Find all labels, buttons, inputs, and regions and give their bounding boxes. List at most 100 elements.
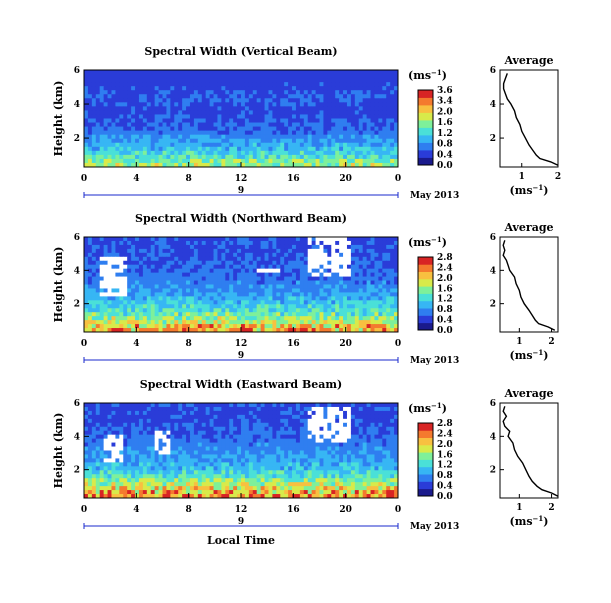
heatmap-cell — [202, 253, 206, 257]
heatmap-cell — [202, 237, 206, 241]
heatmap-cell — [174, 106, 178, 110]
heatmap-cell — [225, 151, 229, 155]
heatmap-cell — [249, 131, 253, 135]
heatmap-cell — [359, 106, 363, 110]
heatmap-cell — [268, 90, 272, 94]
heatmap-cell — [182, 135, 186, 139]
heatmap-cell — [100, 98, 104, 102]
heatmap-cell — [159, 312, 163, 316]
heatmap-cell — [249, 423, 253, 427]
heatmap-cell — [276, 257, 280, 261]
heatmap-cell — [225, 292, 229, 296]
heatmap-cell — [257, 139, 261, 143]
heatmap-cell — [229, 127, 233, 131]
heatmap-cell — [104, 312, 108, 316]
heatmap-cell — [390, 94, 394, 98]
heatmap-cell — [268, 147, 272, 151]
heatmap-cell — [206, 265, 210, 269]
heatmap-cell — [198, 110, 202, 114]
heatmap-cell — [178, 423, 182, 427]
heatmap-cell — [320, 423, 324, 427]
heatmap-cell — [371, 411, 375, 415]
heatmap-cell — [111, 296, 115, 300]
heatmap-cell — [233, 265, 237, 269]
heatmap-cell — [96, 443, 100, 447]
heatmap-cell — [104, 285, 108, 289]
heatmap-cell — [225, 102, 229, 106]
heatmap-cell — [123, 123, 127, 127]
heatmap-cell — [257, 439, 261, 443]
heatmap-cell — [382, 419, 386, 423]
heatmap-cell — [186, 131, 190, 135]
heatmap-cell — [190, 245, 194, 249]
heatmap-cell — [155, 98, 159, 102]
heatmap-cell — [163, 277, 167, 281]
heatmap-cell — [382, 127, 386, 131]
heatmap-cell — [190, 435, 194, 439]
heatmap-cell — [374, 82, 378, 86]
heatmap-cell — [182, 127, 186, 131]
heatmap-cell — [386, 423, 390, 427]
heatmap-cell — [316, 114, 320, 118]
heatmap-cell — [88, 269, 92, 273]
heatmap-cell — [127, 70, 131, 74]
heatmap-cell — [253, 237, 257, 241]
heatmap-cell — [327, 245, 331, 249]
heatmap-cell — [135, 127, 139, 131]
heatmap-cell — [119, 98, 123, 102]
heatmap-cell — [147, 159, 151, 163]
heatmap-cell — [386, 300, 390, 304]
heatmap-cell — [214, 312, 218, 316]
heatmap-cell — [119, 312, 123, 316]
heatmap-cell — [135, 245, 139, 249]
heatmap-cell — [84, 415, 88, 419]
heatmap-cell — [198, 292, 202, 296]
heatmap-cell — [88, 78, 92, 82]
heatmap-cell — [131, 292, 135, 296]
heatmap-cell — [249, 300, 253, 304]
heatmap-cell — [135, 94, 139, 98]
heatmap-cell — [151, 143, 155, 147]
heatmap-cell — [347, 78, 351, 82]
heatmap-cell — [119, 131, 123, 135]
heatmap-cell — [390, 304, 394, 308]
heatmap-cell — [327, 415, 331, 419]
heatmap-cell — [292, 419, 296, 423]
heatmap-cell — [84, 265, 88, 269]
heatmap-cell — [135, 281, 139, 285]
heatmap-cell — [320, 143, 324, 147]
heatmap-cell — [245, 102, 249, 106]
heatmap-cell — [323, 147, 327, 151]
heatmap-cell — [233, 300, 237, 304]
heatmap-cell — [276, 403, 280, 407]
heatmap-cell — [159, 257, 163, 261]
heatmap-cell — [186, 147, 190, 151]
heatmap-cell — [347, 273, 351, 277]
heatmap-cell — [292, 439, 296, 443]
heatmap-cell — [323, 110, 327, 114]
heatmap-cell — [265, 419, 269, 423]
heatmap-cell — [343, 419, 347, 423]
heatmap-cell — [382, 304, 386, 308]
x-tick-label: 20 — [339, 174, 352, 184]
heatmap-cell — [88, 70, 92, 74]
heatmap-cell — [221, 403, 225, 407]
heatmap-cell — [284, 135, 288, 139]
heatmap-cell — [253, 70, 257, 74]
heatmap-cell — [253, 273, 257, 277]
heatmap-cell — [170, 110, 174, 114]
heatmap-cell — [300, 90, 304, 94]
heatmap-cell — [359, 98, 363, 102]
heatmap-cell — [284, 237, 288, 241]
heatmap-cell — [214, 403, 218, 407]
heatmap-cell — [182, 312, 186, 316]
heatmap-cell — [312, 320, 316, 324]
heatmap-cell — [241, 439, 245, 443]
heatmap-cell — [296, 273, 300, 277]
heatmap-cell — [272, 127, 276, 131]
heatmap-cell — [316, 308, 320, 312]
heatmap-cell — [249, 435, 253, 439]
heatmap-cell — [96, 114, 100, 118]
heatmap-cell — [261, 106, 265, 110]
heatmap-cell — [347, 90, 351, 94]
